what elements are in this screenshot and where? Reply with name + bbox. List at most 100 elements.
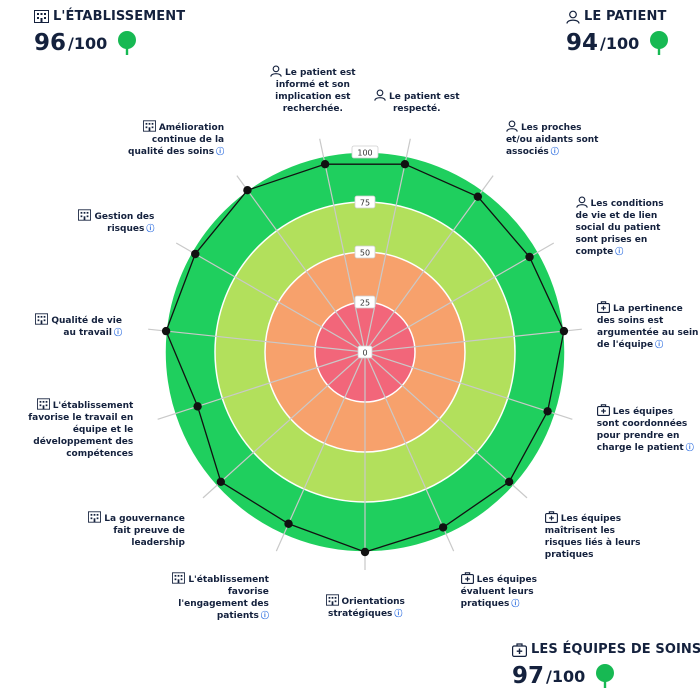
axis-label-text: patients bbox=[216, 611, 259, 622]
help-icon[interactable]: ⓘ bbox=[216, 146, 225, 156]
data-point bbox=[320, 159, 330, 169]
data-point bbox=[360, 547, 370, 557]
axis-label-text: respecté. bbox=[392, 104, 441, 115]
axis-label-text: Amélioration bbox=[158, 122, 225, 133]
data-point bbox=[543, 407, 552, 416]
axis-label-line: pratiques ⓘ bbox=[461, 598, 537, 610]
axis-label-line: risques ⓘ bbox=[78, 223, 154, 235]
axis-label-line: stratégiques ⓘ bbox=[326, 608, 405, 620]
axis-label-text: développement des bbox=[33, 437, 134, 448]
data-point bbox=[438, 523, 448, 532]
axis-label-line: Les conditions bbox=[575, 196, 664, 210]
axis-label-line: charge le patient ⓘ bbox=[597, 442, 694, 454]
axis-label-text: maîtrisent les bbox=[544, 526, 615, 537]
data-point bbox=[161, 326, 171, 336]
axis-label-line: fait preuve de bbox=[88, 525, 185, 537]
score-etablissement-header: L'ÉTABLISSEMENT bbox=[34, 9, 185, 24]
building-icon bbox=[35, 313, 49, 325]
tick-label: 100 bbox=[357, 149, 372, 158]
data-point bbox=[473, 192, 483, 201]
axis-label-line: pour prendre en bbox=[597, 430, 694, 442]
axis-label-line: évaluent leurs bbox=[461, 586, 537, 598]
person-icon bbox=[566, 10, 580, 24]
axis-label-line: Les équipes bbox=[596, 404, 694, 418]
spoke-line bbox=[364, 351, 455, 552]
tick-label: 50 bbox=[360, 249, 370, 258]
axis-label-text: pratiques bbox=[460, 599, 510, 610]
axis-label-text: qualité des soins bbox=[128, 146, 215, 157]
score-equipes: LES ÉQUIPES DE SOINS 97 /100 bbox=[512, 642, 700, 689]
help-icon[interactable]: ⓘ bbox=[615, 247, 624, 256]
axis-label-line: de vie et de lien bbox=[576, 210, 664, 222]
building-icon bbox=[142, 120, 156, 132]
axis-label-text: compte bbox=[575, 247, 614, 257]
axis-label-text: pour prendre en bbox=[596, 431, 680, 442]
axis-label-line: informé et son bbox=[270, 79, 356, 91]
help-icon[interactable]: ⓘ bbox=[511, 599, 520, 609]
axis-label-text: implication est bbox=[275, 92, 351, 103]
score-patient-title: LE PATIENT bbox=[584, 9, 667, 24]
score-equipes-title: LES ÉQUIPES DE SOINS bbox=[531, 642, 700, 657]
help-icon[interactable]: ⓘ bbox=[113, 327, 122, 337]
spoke-line bbox=[364, 175, 494, 353]
building-icon bbox=[78, 209, 92, 221]
axis-label-text: associés bbox=[505, 146, 549, 157]
axis-label-line: sont prises en bbox=[576, 234, 664, 246]
person-icon bbox=[506, 120, 518, 132]
axis-label-text: continue de la bbox=[151, 134, 225, 145]
medical-kit-icon bbox=[544, 511, 558, 524]
score-etablissement: L'ÉTABLISSEMENT 96 /100 bbox=[34, 9, 185, 56]
axis-label-text: social du patient bbox=[575, 223, 661, 233]
axis-label: Le patient est respecté. bbox=[374, 89, 460, 115]
spoke-line bbox=[236, 175, 366, 353]
data-point bbox=[216, 477, 226, 487]
axis-label: L'établissement favorise le travail en équ… bbox=[28, 398, 133, 460]
medical-kit-icon bbox=[596, 404, 610, 417]
help-icon[interactable]: ⓘ bbox=[685, 443, 694, 453]
axis-label-text: au travail bbox=[63, 327, 112, 338]
axis-label-line: et/ou aidants sont bbox=[506, 134, 599, 146]
axis-label-text: sont coordonnées bbox=[596, 419, 688, 430]
spoke-line bbox=[364, 328, 582, 353]
help-icon[interactable]: ⓘ bbox=[655, 339, 664, 349]
axis-label-line: pratiques bbox=[545, 549, 641, 561]
axis-label-line: maîtrisent les bbox=[545, 525, 641, 537]
axis-label-text: La pertinence bbox=[613, 303, 683, 314]
data-point bbox=[193, 402, 202, 411]
axis-label: Les équipes évaluent leurs pratiques ⓘ bbox=[461, 572, 537, 610]
axis-label-line: sont coordonnées bbox=[597, 418, 694, 430]
axis-label-text: Les proches bbox=[520, 122, 582, 133]
score-etablissement-value: 96 bbox=[34, 30, 67, 56]
help-icon[interactable]: ⓘ bbox=[394, 609, 403, 618]
axis-label-text: l'engagement des bbox=[178, 599, 269, 610]
axis-label-line: compétences bbox=[28, 448, 133, 460]
tree-icon bbox=[595, 664, 615, 688]
tick-label: 25 bbox=[360, 299, 370, 308]
axis-label-line: Les proches bbox=[506, 120, 599, 134]
help-icon[interactable]: ⓘ bbox=[146, 224, 155, 233]
tick-label: 75 bbox=[360, 199, 370, 208]
axis-label-line: Le patient est bbox=[374, 89, 460, 103]
axis-label-text: évaluent leurs bbox=[460, 587, 534, 598]
axis-label-line: Orientations bbox=[325, 594, 405, 608]
axis-label-line: implication est bbox=[270, 91, 356, 103]
help-icon[interactable]: ⓘ bbox=[260, 611, 269, 621]
axis-label-text: Gestion des bbox=[94, 212, 155, 222]
axis-label-text: risques liés à leurs bbox=[544, 538, 641, 549]
axis-label-text: de l'équipe bbox=[597, 339, 654, 350]
score-equipes-max: /100 bbox=[546, 666, 586, 686]
help-icon[interactable]: ⓘ bbox=[550, 146, 559, 156]
axis-label-text: stratégiques bbox=[327, 609, 393, 619]
axis-label-line: continue de la bbox=[128, 134, 224, 146]
axis-label: La pertinence des soins est argumentée au … bbox=[597, 301, 698, 351]
spoke-line bbox=[364, 242, 555, 353]
building-icon bbox=[325, 594, 339, 606]
axis-label-text: Orientations bbox=[341, 597, 405, 607]
axis-label-text: Les équipes bbox=[612, 407, 674, 418]
axis-label: Qualité de vie au travail ⓘ bbox=[35, 313, 122, 339]
axis-label-text: Le patient est bbox=[388, 92, 460, 103]
spoke-line bbox=[202, 351, 366, 499]
axis-label-line: La pertinence bbox=[597, 301, 698, 315]
spoke-line bbox=[364, 351, 528, 499]
axis-label-line: leadership bbox=[88, 537, 185, 549]
